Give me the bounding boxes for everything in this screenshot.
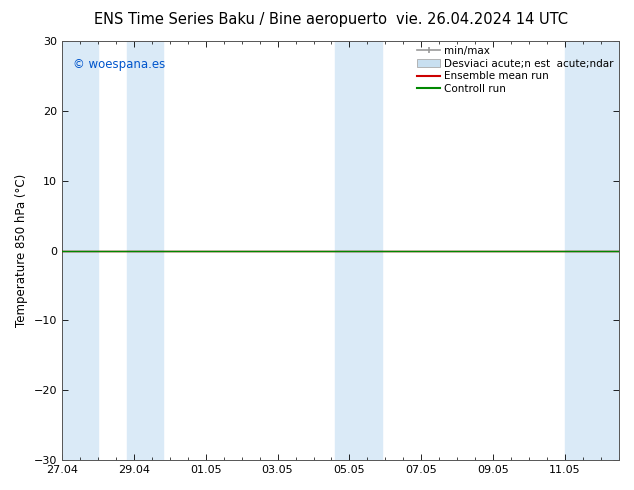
Bar [335, 41, 382, 460]
Text: ENS Time Series Baku / Bine aeropuerto: ENS Time Series Baku / Bine aeropuerto [94, 12, 387, 27]
Text: © woespana.es: © woespana.es [73, 58, 165, 71]
Bar [565, 41, 623, 460]
Bar [127, 41, 162, 460]
Legend: min/max, Desviaci acute;n est  acute;ndar, Ensemble mean run, Controll run: min/max, Desviaci acute;n est acute;ndar… [415, 44, 616, 96]
Text: vie. 26.04.2024 14 UTC: vie. 26.04.2024 14 UTC [396, 12, 568, 27]
Bar [58, 41, 98, 460]
Y-axis label: Temperature 850 hPa (°C): Temperature 850 hPa (°C) [15, 174, 28, 327]
